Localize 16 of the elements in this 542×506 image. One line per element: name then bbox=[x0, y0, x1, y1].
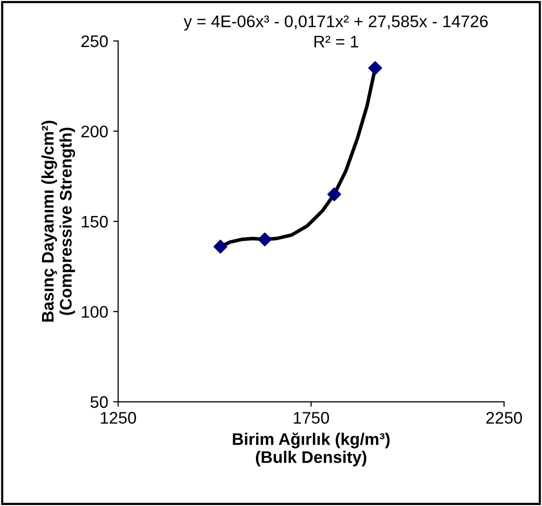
point bbox=[327, 187, 342, 202]
y-tick-label: 200 bbox=[81, 126, 108, 138]
x-tick-label: 1750 bbox=[294, 412, 329, 424]
point bbox=[214, 240, 228, 254]
y-tick-label: 50 bbox=[90, 396, 108, 408]
text: y = 4E-06x³ - 0,0171x² + 27,585x - 14726 bbox=[184, 15, 488, 31]
x-tick-label: 2250 bbox=[486, 412, 522, 424]
y-tick-label: 250 bbox=[81, 35, 108, 48]
point bbox=[368, 61, 382, 75]
x-tick-label: 1250 bbox=[100, 412, 136, 424]
x-axis-title: Birim Ağırlık (kg/m³) (Bulk Density) bbox=[232, 432, 390, 466]
y-axis-title: Basınç Dayanımı (kg/cm²) (Compressive Strength) bbox=[41, 120, 76, 322]
point bbox=[258, 232, 272, 246]
y-tick-label: 100 bbox=[82, 306, 108, 318]
y-tick-label: 150 bbox=[82, 216, 108, 228]
annotation: R² = 1 bbox=[314, 36, 358, 48]
